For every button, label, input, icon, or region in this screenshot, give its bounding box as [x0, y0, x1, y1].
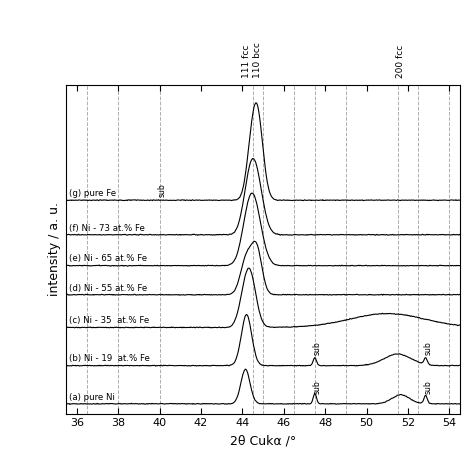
Text: 111 fcc: 111 fcc — [242, 45, 251, 78]
Text: sub: sub — [313, 380, 322, 393]
Text: sub: sub — [313, 342, 322, 355]
Text: (b) Ni - 19  at.% Fe: (b) Ni - 19 at.% Fe — [70, 354, 150, 363]
Y-axis label: intensity / a. u.: intensity / a. u. — [48, 202, 61, 296]
Text: sub: sub — [157, 184, 166, 197]
Text: (a) pure Ni: (a) pure Ni — [70, 392, 115, 401]
Text: sub: sub — [424, 342, 433, 355]
Text: 200 fcc: 200 fcc — [396, 45, 405, 78]
Text: sub: sub — [424, 380, 433, 393]
Text: (d) Ni - 55 at.% Fe: (d) Ni - 55 at.% Fe — [70, 283, 148, 292]
Text: (e) Ni - 65 at.% Fe: (e) Ni - 65 at.% Fe — [70, 254, 147, 264]
Text: 110 bcc: 110 bcc — [253, 42, 262, 78]
Text: (f) Ni - 73 at.% Fe: (f) Ni - 73 at.% Fe — [70, 224, 146, 233]
Text: (g) pure Fe: (g) pure Fe — [70, 189, 117, 198]
Text: (c) Ni - 35  at.% Fe: (c) Ni - 35 at.% Fe — [70, 316, 150, 325]
X-axis label: 2θ Cukα /°: 2θ Cukα /° — [230, 434, 296, 447]
